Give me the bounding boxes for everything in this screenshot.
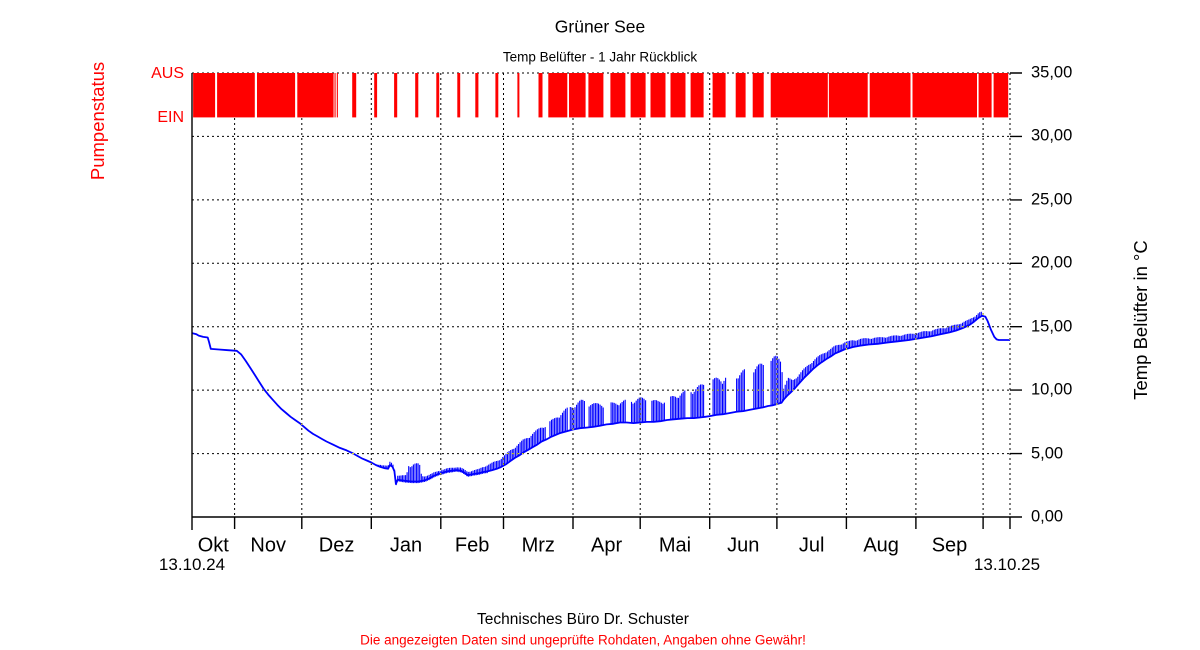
month-label: Dez <box>318 534 355 557</box>
month-label: Apr <box>591 534 623 557</box>
right-axis-tick-label: 35,00 <box>1031 63 1073 82</box>
page-title: Grüner See <box>554 16 646 37</box>
pump-on-segment <box>828 73 868 118</box>
pump-on-segment <box>352 73 357 118</box>
right-axis-tick-label: 5,00 <box>1031 444 1064 463</box>
start-date-label: 13.10.24 <box>158 555 226 574</box>
pump-on-segment <box>912 73 977 118</box>
pump-on-segment <box>257 73 296 118</box>
pump-on-segment <box>475 73 479 118</box>
pump-state-ein-label: EIN <box>157 109 184 126</box>
pump-on-segment <box>670 73 686 118</box>
right-axis-tick-label: 15,00 <box>1031 317 1073 336</box>
pump-on-segment <box>690 73 704 118</box>
pump-on-segment <box>548 73 568 118</box>
pump-on-segment <box>334 73 336 118</box>
month-label: Mai <box>658 534 692 557</box>
pump-on-segment <box>569 73 586 118</box>
pump-on-segment <box>336 73 338 118</box>
pump-on-segment <box>770 73 828 118</box>
month-label: Okt <box>197 534 229 557</box>
pump-on-segment <box>517 73 520 118</box>
month-label: Sep <box>931 534 968 557</box>
pump-on-segment <box>538 73 543 118</box>
pump-on-segment <box>993 73 1009 118</box>
chart-subtitle: Temp Belüfter - 1 Jahr Rückblick <box>502 49 698 65</box>
temperature-axis-label: Temp Belüfter in °C <box>1130 240 1151 400</box>
pump-status-band <box>193 73 1009 118</box>
month-label: Nov <box>250 534 286 557</box>
pump-on-segment <box>217 73 255 118</box>
month-label: Jul <box>798 534 825 557</box>
right-axis-tick-label: 10,00 <box>1031 380 1073 399</box>
pump-on-segment <box>193 73 216 118</box>
pump-on-segment <box>712 73 726 118</box>
pump-on-segment <box>869 73 911 118</box>
right-axis-tick-label: 0,00 <box>1031 507 1064 526</box>
pump-on-segment <box>610 73 626 118</box>
pump-on-segment <box>752 73 764 118</box>
end-date-label: 13.10.25 <box>973 555 1041 574</box>
month-label: Aug <box>863 534 899 557</box>
footer-disclaimer: Die angezeigten Daten sind ungeprüfte Ro… <box>360 632 806 648</box>
pump-on-segment <box>436 73 440 118</box>
pump-on-segment <box>394 73 398 118</box>
pump-on-segment <box>374 73 378 118</box>
pump-on-segment <box>495 73 499 118</box>
right-axis-tick-label: 30,00 <box>1031 126 1073 145</box>
axes-and-ticks <box>191 72 1022 530</box>
pump-on-segment <box>650 73 666 118</box>
month-label: Mrz <box>521 534 555 557</box>
temperature-series <box>191 311 1010 486</box>
month-label: Jan <box>389 534 423 557</box>
pump-on-segment <box>297 73 334 118</box>
right-axis-tick-label: 25,00 <box>1031 190 1073 209</box>
month-label: Jun <box>727 534 760 557</box>
pump-on-segment <box>978 73 992 118</box>
pump-state-aus-label: AUS <box>151 65 184 82</box>
pump-on-segment <box>457 73 461 118</box>
footer-company: Technisches Büro Dr. Schuster <box>477 611 689 628</box>
pump-on-segment <box>588 73 604 118</box>
pump-axis-label: Pumpenstatus <box>87 61 108 181</box>
right-axis-tick-label: 20,00 <box>1031 253 1073 272</box>
month-label: Feb <box>454 534 490 557</box>
pump-on-segment <box>630 73 646 118</box>
gridlines <box>192 72 1011 517</box>
pump-on-segment <box>415 73 419 118</box>
pump-on-segment <box>735 73 746 118</box>
